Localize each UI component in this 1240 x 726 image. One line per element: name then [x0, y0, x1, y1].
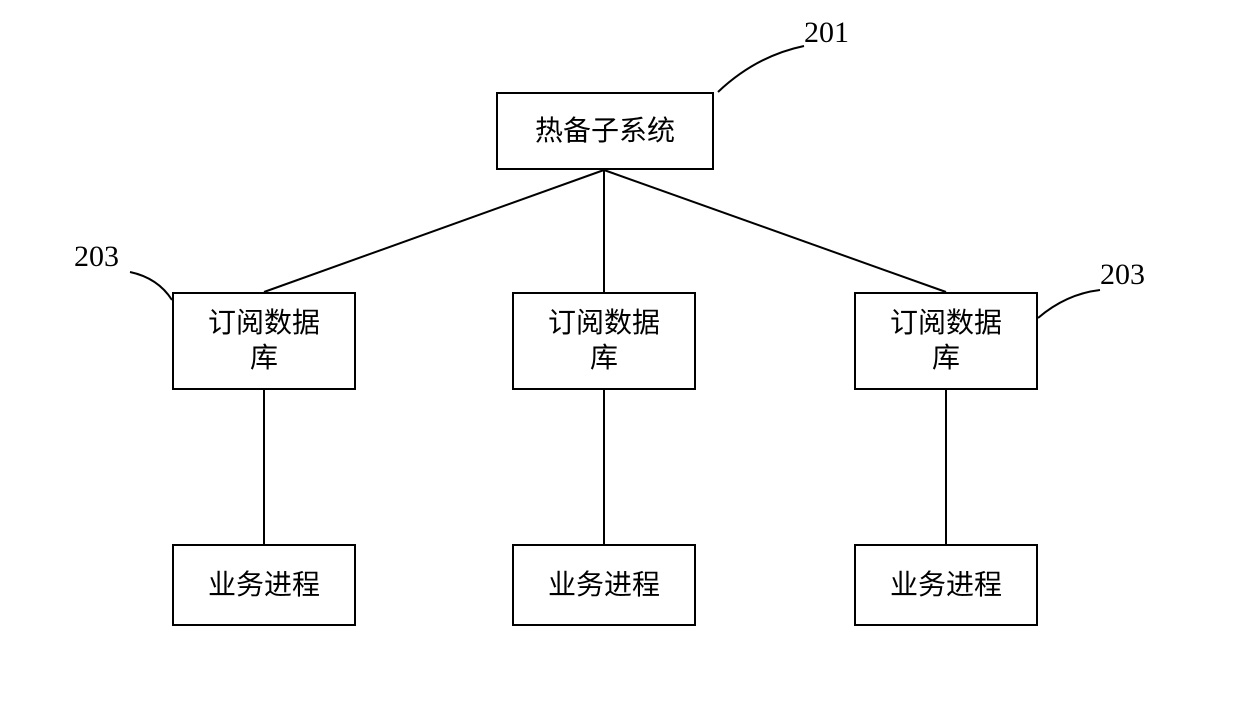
node-root-label: 热备子系统 [535, 114, 675, 149]
node-root: 热备子系统 [496, 92, 714, 170]
callout-201-label: 201 [804, 16, 849, 49]
node-proc3-label: 业务进程 [890, 568, 1002, 603]
node-proc3: 业务进程 [854, 544, 1038, 626]
node-db1-label: 订阅数据 库 [208, 306, 320, 376]
callout-201: 201 [804, 16, 849, 50]
node-db2: 订阅数据 库 [512, 292, 696, 390]
callout-203-right: 203 [1100, 258, 1145, 292]
node-proc1: 业务进程 [172, 544, 356, 626]
node-db3-label: 订阅数据 库 [890, 306, 1002, 376]
node-proc2: 业务进程 [512, 544, 696, 626]
node-db3: 订阅数据 库 [854, 292, 1038, 390]
node-db1: 订阅数据 库 [172, 292, 356, 390]
node-proc1-label: 业务进程 [208, 568, 320, 603]
callout-203-left-label: 203 [74, 240, 119, 273]
callout-203-right-label: 203 [1100, 258, 1145, 291]
node-db2-label: 订阅数据 库 [548, 306, 660, 376]
node-proc2-label: 业务进程 [548, 568, 660, 603]
callout-203-left: 203 [74, 240, 119, 274]
